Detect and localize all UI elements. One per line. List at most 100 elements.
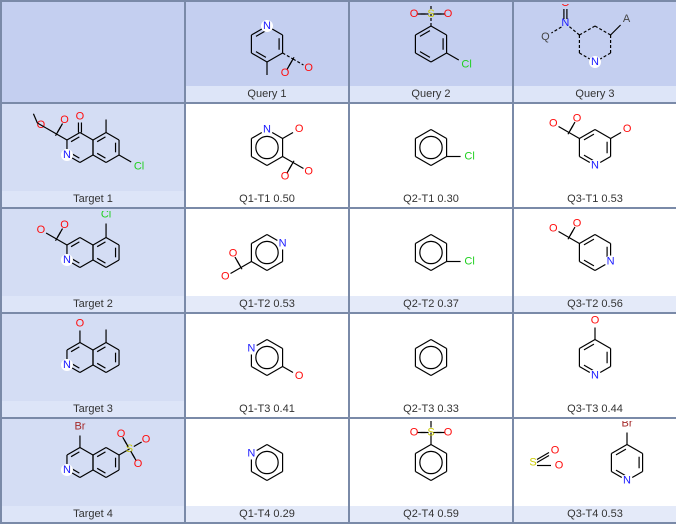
- svg-text:N: N: [263, 124, 271, 136]
- target-header-4-label: Target 4: [2, 506, 184, 522]
- query-header-3: NNOQAQuery 3: [513, 1, 676, 103]
- cell-r2-c1-label: Q1-T2 0.53: [186, 296, 348, 312]
- svg-text:Q: Q: [541, 31, 550, 43]
- cell-r4-c3-label: Q3-T4 0.53: [514, 506, 676, 522]
- svg-text:A: A: [623, 13, 631, 25]
- svg-text:O: O: [117, 428, 126, 440]
- target-header-4-canvas: NBrSOOO: [2, 419, 184, 506]
- svg-text:S: S: [529, 457, 536, 469]
- svg-text:Cl: Cl: [101, 211, 111, 221]
- cell-r3-c2-canvas: [350, 314, 512, 401]
- cell-r4-c2: SOOOQ2-T4 0.59: [349, 418, 513, 523]
- svg-text:N: N: [63, 464, 71, 476]
- target-header-3-canvas: NO: [2, 314, 184, 401]
- svg-text:O: O: [410, 8, 419, 20]
- svg-text:O: O: [221, 271, 230, 283]
- cell-r2-c1: NOOQ1-T2 0.53: [185, 208, 349, 313]
- cell-r4-c3: SOONBrQ3-T4 0.53: [513, 418, 676, 523]
- svg-text:O: O: [591, 316, 600, 327]
- cell-r1-c1: N O O O Q1-T1 0.50: [185, 103, 349, 208]
- cell-r1-c3-label: Q3-T1 0.53: [514, 191, 676, 207]
- cell-r2-c3-canvas: NOO: [514, 209, 676, 296]
- svg-text:O: O: [295, 370, 304, 382]
- svg-text:Cl: Cl: [464, 256, 474, 268]
- svg-text:O: O: [295, 123, 304, 135]
- svg-text:O: O: [76, 111, 85, 123]
- query-header-1-canvas: N O O: [186, 2, 348, 86]
- svg-text:O: O: [281, 67, 290, 79]
- corner-cell: [1, 1, 185, 103]
- svg-text:N: N: [63, 149, 71, 161]
- svg-text:Br: Br: [74, 421, 85, 433]
- cell-r4-c2-label: Q2-T4 0.59: [350, 506, 512, 522]
- svg-text:O: O: [623, 123, 632, 135]
- svg-text:O: O: [37, 224, 46, 236]
- target-header-1-canvas: NClOOO: [2, 104, 184, 191]
- cell-r3-c3-canvas: NO: [514, 314, 676, 401]
- query-header-2-label: Query 2: [350, 86, 512, 102]
- cell-r2-c2-canvas: Cl: [350, 209, 512, 296]
- svg-text:N: N: [591, 56, 599, 68]
- cell-r1-c2-label: Q2-T1 0.30: [350, 191, 512, 207]
- svg-text:O: O: [281, 170, 290, 182]
- cell-r4-c1-label: Q1-T4 0.29: [186, 506, 348, 522]
- svg-text:O: O: [549, 223, 558, 235]
- svg-text:N: N: [591, 160, 599, 172]
- target-header-3: NOTarget 3: [1, 313, 185, 418]
- cell-r3-c2: Q2-T3 0.33: [349, 313, 513, 418]
- cell-r4-c3-canvas: SOONBr: [514, 419, 676, 506]
- svg-text:O: O: [76, 318, 85, 330]
- svg-text:N: N: [607, 256, 615, 268]
- svg-text:O: O: [410, 427, 419, 439]
- target-header-2: N Cl O O Target 2: [1, 208, 185, 313]
- target-header-1-label: Target 1: [2, 191, 184, 207]
- target-header-2-label: Target 2: [2, 296, 184, 312]
- svg-text:N: N: [247, 343, 255, 355]
- target-header-1: NClOOOTarget 1: [1, 103, 185, 208]
- query-header-1: N O O Query 1: [185, 1, 349, 103]
- cell-r2-c3-label: Q3-T2 0.56: [514, 296, 676, 312]
- svg-text:O: O: [60, 219, 69, 231]
- svg-text:Cl: Cl: [461, 59, 471, 71]
- cell-r3-c2-label: Q2-T3 0.33: [350, 401, 512, 417]
- svg-text:N: N: [623, 475, 631, 487]
- svg-text:O: O: [134, 458, 143, 470]
- cell-r1-c2-canvas: Cl: [350, 104, 512, 191]
- svg-text:O: O: [555, 460, 564, 472]
- svg-text:O: O: [444, 427, 453, 439]
- svg-text:O: O: [551, 445, 560, 457]
- svg-text:O: O: [229, 248, 238, 260]
- cell-r2-c3: NOOQ3-T2 0.56: [513, 208, 676, 313]
- svg-text:O: O: [60, 114, 69, 126]
- svg-text:O: O: [444, 8, 453, 20]
- target-header-3-label: Target 3: [2, 401, 184, 417]
- svg-text:O: O: [304, 166, 313, 178]
- cell-r2-c2: Cl Q2-T2 0.37: [349, 208, 513, 313]
- cell-r1-c2: ClQ2-T1 0.30: [349, 103, 513, 208]
- query-header-2: SOOOClQuery 2: [349, 1, 513, 103]
- svg-text:N: N: [247, 448, 255, 460]
- svg-text:O: O: [142, 434, 151, 446]
- cell-r3-c1-label: Q1-T3 0.41: [186, 401, 348, 417]
- cell-r3-c3: NOQ3-T3 0.44: [513, 313, 676, 418]
- svg-text:N: N: [591, 370, 599, 382]
- cell-r4-c2-canvas: SOOO: [350, 419, 512, 506]
- query-header-3-canvas: NNOQA: [514, 2, 676, 86]
- svg-text:Cl: Cl: [134, 161, 144, 173]
- svg-text:N: N: [263, 20, 271, 32]
- query-header-1-label: Query 1: [186, 86, 348, 102]
- target-header-2-canvas: N Cl O O: [2, 209, 184, 296]
- cell-r1-c3: NOOOQ3-T1 0.53: [513, 103, 676, 208]
- svg-text:O: O: [304, 62, 313, 74]
- query-header-2-canvas: SOOOCl: [350, 2, 512, 86]
- svg-text:N: N: [63, 359, 71, 371]
- cell-r4-c1: N Q1-T4 0.29: [185, 418, 349, 523]
- cell-r2-c1-canvas: NOO: [186, 209, 348, 296]
- query-header-3-label: Query 3: [514, 86, 676, 102]
- svg-text:N: N: [561, 17, 569, 29]
- cell-r1-c1-label: Q1-T1 0.50: [186, 191, 348, 207]
- cell-r1-c3-canvas: NOOO: [514, 104, 676, 191]
- cell-r2-c2-label: Q2-T2 0.37: [350, 296, 512, 312]
- svg-text:N: N: [63, 254, 71, 266]
- corner-cell-canvas: [2, 2, 184, 102]
